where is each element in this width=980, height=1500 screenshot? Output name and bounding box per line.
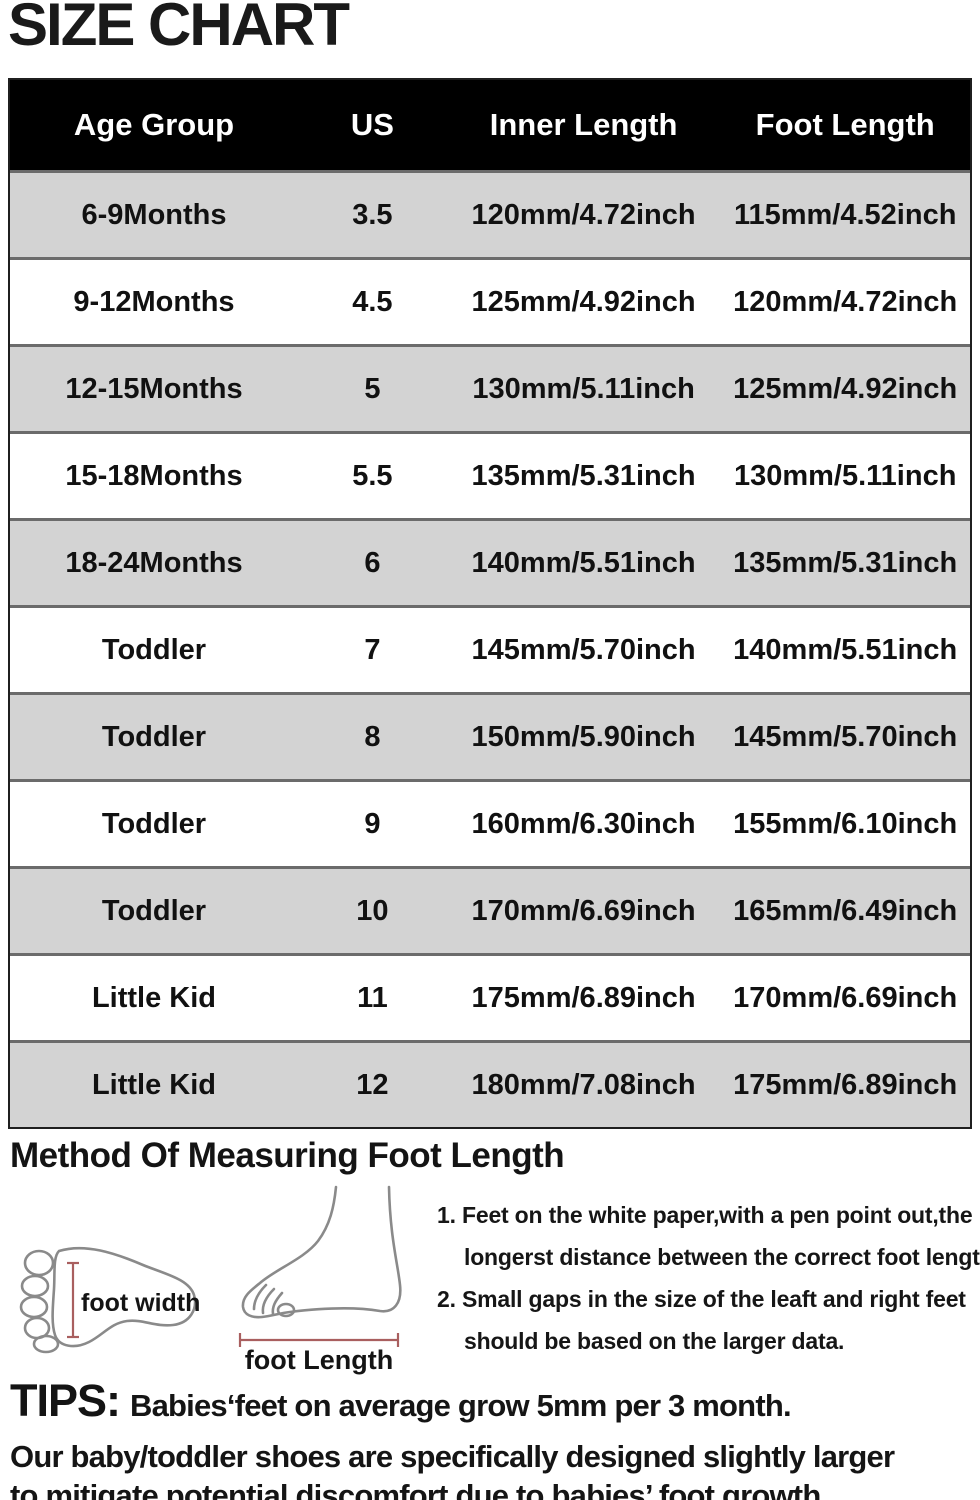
- measuring-instructions: 1. Feet on the white paper,with a pen po…: [437, 1194, 980, 1362]
- age-group-cell: Little Kid: [10, 1040, 298, 1127]
- age-group-cell: Toddler: [10, 866, 298, 953]
- tips-text-3: to mitigate potential discomfort due to …: [10, 1478, 821, 1500]
- footprint-top-view-diagram: foot width: [19, 1246, 200, 1354]
- size-table-row: 12-15Months 5 130mm/5.11inch 125mm/4.92inch: [10, 344, 970, 431]
- age-group-cell: Little Kid: [10, 953, 298, 1040]
- column-header-inner-length: Inner Length: [446, 80, 721, 170]
- us-size-cell: 10: [298, 866, 447, 953]
- foot-length-cell: 125mm/4.92inch: [720, 344, 970, 431]
- inner-length-cell: 175mm/6.89inch: [446, 953, 721, 1040]
- size-table-row: 18-24Months 6 140mm/5.51inch 135mm/5.31inch: [10, 518, 970, 605]
- age-group-cell: 15-18Months: [10, 431, 298, 518]
- foot-side-view-diagram: foot Length: [238, 1185, 402, 1375]
- size-table-row: Little Kid 12 180mm/7.08inch 175mm/6.89inch: [10, 1040, 970, 1127]
- size-table-row: 6-9Months 3.5 120mm/4.72inch 115mm/4.52inch: [10, 170, 970, 257]
- age-group-cell: Toddler: [10, 779, 298, 866]
- size-table-row: Little Kid 11 175mm/6.89inch 170mm/6.69inch: [10, 953, 970, 1040]
- foot-width-measure-line: [67, 1261, 79, 1339]
- age-group-cell: Toddler: [10, 605, 298, 692]
- foot-length-cell: 115mm/4.52inch: [720, 170, 970, 257]
- size-table: Age Group US Inner Length Foot Length 6-…: [8, 78, 972, 1129]
- column-header-age-group: Age Group: [10, 80, 298, 170]
- us-size-cell: 11: [298, 953, 447, 1040]
- tips-label: TIPS:: [10, 1375, 121, 1426]
- us-size-cell: 3.5: [298, 170, 447, 257]
- foot-length-cell: 135mm/5.31inch: [720, 518, 970, 605]
- us-size-cell: 4.5: [298, 257, 447, 344]
- foot-length-label: foot Length: [245, 1345, 393, 1375]
- tips-first-line: TIPS: Babies‘feet on average grow 5mm per…: [10, 1376, 975, 1437]
- us-size-cell: 7: [298, 605, 447, 692]
- size-table-row: 15-18Months 5.5 135mm/5.31inch 130mm/5.11in…: [10, 431, 970, 518]
- inner-length-cell: 180mm/7.08inch: [446, 1040, 721, 1127]
- inner-length-cell: 145mm/5.70inch: [446, 605, 721, 692]
- size-table-row: Toddler 7 145mm/5.70inch 140mm/5.51inch: [10, 605, 970, 692]
- instruction-1-line-1: 1. Feet on the white paper,with a pen po…: [437, 1202, 973, 1228]
- inner-length-cell: 120mm/4.72inch: [446, 170, 721, 257]
- us-size-cell: 12: [298, 1040, 447, 1127]
- age-group-cell: 6-9Months: [10, 170, 298, 257]
- foot-width-label: foot width: [81, 1289, 200, 1317]
- tips-text-1: Babies‘feet on average grow 5mm per 3 mo…: [130, 1388, 792, 1423]
- foot-length-cell: 165mm/6.49inch: [720, 866, 970, 953]
- us-size-cell: 8: [298, 692, 447, 779]
- inner-length-cell: 135mm/5.31inch: [446, 431, 721, 518]
- tips-section: TIPS: Babies‘feet on average grow 5mm per…: [10, 1376, 975, 1500]
- foot-length-cell: 175mm/6.89inch: [720, 1040, 970, 1127]
- inner-length-cell: 170mm/6.69inch: [446, 866, 721, 953]
- foot-length-cell: 130mm/5.11inch: [720, 431, 970, 518]
- age-group-cell: 18-24Months: [10, 518, 298, 605]
- page-title: SIZE CHART: [8, 0, 350, 58]
- instruction-1-line-2: longerst distance between the correct fo…: [464, 1244, 980, 1270]
- column-header-foot-length: Foot Length: [720, 80, 970, 170]
- age-group-cell: 12-15Months: [10, 344, 298, 431]
- size-table-row: Toddler 9 160mm/6.30inch 155mm/6.10inch: [10, 779, 970, 866]
- us-size-cell: 5: [298, 344, 447, 431]
- size-table-row: 9-12Months 4.5 125mm/4.92inch 120mm/4.72inc…: [10, 257, 970, 344]
- foot-length-cell: 120mm/4.72inch: [720, 257, 970, 344]
- instruction-2-line-1: 2. Small gaps in the size of the leaft a…: [437, 1286, 966, 1312]
- foot-length-cell: 170mm/6.69inch: [720, 953, 970, 1040]
- inner-length-cell: 140mm/5.51inch: [446, 518, 721, 605]
- foot-length-cell: 145mm/5.70inch: [720, 692, 970, 779]
- size-table-row: Toddler 10 170mm/6.69inch 165mm/6.49inch: [10, 866, 970, 953]
- column-header-us: US: [298, 80, 447, 170]
- foot-length-cell: 140mm/5.51inch: [720, 605, 970, 692]
- footprint-outline-icon: [19, 1246, 197, 1354]
- instruction-2-number: 2.: [437, 1286, 456, 1312]
- us-size-cell: 6: [298, 518, 447, 605]
- instruction-1-number: 1.: [437, 1202, 456, 1228]
- size-table-header-row: Age Group US Inner Length Foot Length: [10, 80, 970, 170]
- foot-length-cell: 155mm/6.10inch: [720, 779, 970, 866]
- size-table-row: Toddler 8 150mm/5.90inch 145mm/5.70inch: [10, 692, 970, 779]
- foot-length-measure-line: [238, 1333, 400, 1347]
- inner-length-cell: 160mm/6.30inch: [446, 779, 721, 866]
- tips-text-2: Our baby/toddler shoes are specifically …: [10, 1439, 895, 1474]
- measuring-section-heading: Method Of Measuring Foot Length: [10, 1136, 565, 1175]
- instruction-2-line-2: should be based on the larger data.: [464, 1328, 845, 1354]
- us-size-cell: 5.5: [298, 431, 447, 518]
- us-size-cell: 9: [298, 779, 447, 866]
- age-group-cell: 9-12Months: [10, 257, 298, 344]
- inner-length-cell: 130mm/5.11inch: [446, 344, 721, 431]
- inner-length-cell: 125mm/4.92inch: [446, 257, 721, 344]
- inner-length-cell: 150mm/5.90inch: [446, 692, 721, 779]
- age-group-cell: Toddler: [10, 692, 298, 779]
- foot-side-outline-icon: [241, 1185, 402, 1319]
